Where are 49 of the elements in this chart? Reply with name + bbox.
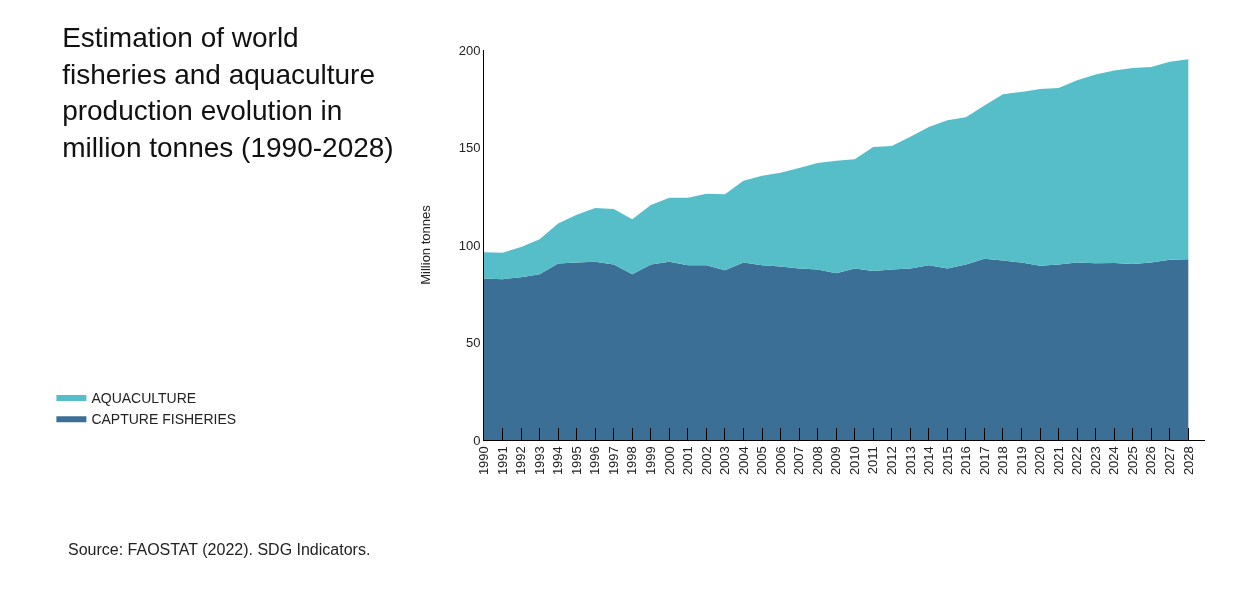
x-tick-label: 2000: [661, 446, 677, 476]
x-tick-label: 1996: [587, 446, 603, 476]
x-tick-label: 2018: [995, 446, 1011, 476]
x-tick-label: 2008: [809, 446, 825, 476]
x-tick-label: 2010: [846, 446, 862, 476]
x-tick-label: 2015: [939, 446, 955, 476]
x-tick-label: 2006: [772, 446, 788, 476]
x-tick-label: 2005: [754, 446, 770, 476]
y-tick-label: 200: [458, 42, 481, 58]
y-axis-title: Million tonnes: [417, 204, 433, 285]
x-tick-label: 2009: [828, 446, 844, 476]
x-tick-label: 1994: [550, 446, 566, 476]
source-note: Source: FAOSTAT (2022). SDG Indicators.: [68, 541, 371, 558]
x-tick-label: 2022: [1069, 446, 1085, 476]
x-tick-label: 2017: [976, 446, 992, 476]
x-tick-label: 1993: [531, 446, 547, 476]
x-tick-label: 2004: [735, 446, 751, 476]
x-tick-label: 2003: [717, 446, 733, 476]
x-tick-label: 2026: [1143, 446, 1159, 476]
x-tick-label: 1997: [605, 446, 621, 476]
x-tick-label: 1995: [568, 446, 584, 476]
x-tick-label: 1991: [494, 446, 510, 476]
x-tick-label: 2028: [1180, 446, 1196, 476]
x-tick-label: 2016: [958, 446, 974, 476]
x-tick-label: 2002: [698, 446, 714, 476]
x-tick-label: 2011: [865, 446, 881, 475]
legend-label: CAPTURE FISHERIES: [91, 410, 237, 427]
x-tick-label: 1999: [643, 446, 659, 476]
x-tick-label: 1992: [513, 446, 529, 476]
legend-label: AQUACULTURE: [91, 389, 197, 406]
x-tick-label: 2020: [1032, 446, 1048, 476]
x-tick-label: 2024: [1106, 446, 1122, 476]
x-tick-label: 2019: [1013, 446, 1029, 476]
x-tick-label: 2012: [883, 446, 899, 476]
x-tick-label: 2007: [791, 446, 807, 476]
y-tick-label: 50: [465, 335, 481, 351]
x-tick-label: 1990: [476, 446, 492, 476]
y-tick-label: 100: [458, 237, 481, 253]
x-tick-label: 2021: [1050, 446, 1066, 476]
y-tick-label: 150: [458, 140, 481, 156]
x-tick-label: 2013: [902, 446, 918, 476]
text: Estimation of world fisheries and aquaculture production evolution in million tonnes (1990-2028): [62, 22, 394, 163]
x-tick-label: 2014: [921, 446, 937, 476]
x-tick-label: 2027: [1162, 446, 1178, 476]
x-tick-label: 2001: [680, 446, 696, 476]
x-tick-label: 2023: [1087, 446, 1103, 476]
x-tick-label: 1998: [624, 446, 640, 476]
x-tick-label: 2025: [1124, 446, 1140, 476]
y-tick-label: 0: [473, 432, 481, 448]
